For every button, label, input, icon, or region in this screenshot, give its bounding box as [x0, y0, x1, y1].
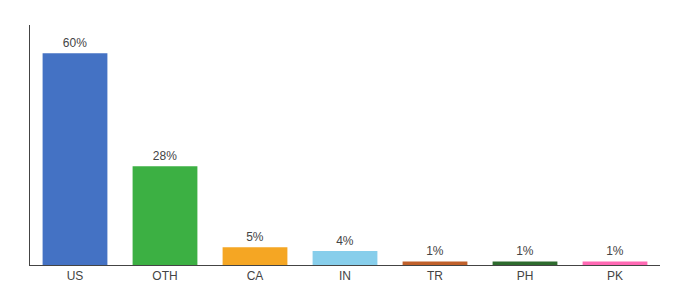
svg-text:TR: TR — [427, 269, 443, 283]
svg-text:5%: 5% — [246, 230, 264, 244]
svg-text:1%: 1% — [606, 244, 624, 258]
svg-text:1%: 1% — [516, 244, 534, 258]
svg-text:PK: PK — [607, 269, 623, 283]
svg-text:4%: 4% — [336, 234, 354, 248]
svg-text:OTH: OTH — [152, 269, 177, 283]
svg-text:1%: 1% — [426, 244, 444, 258]
svg-text:28%: 28% — [153, 149, 177, 163]
svg-text:CA: CA — [247, 269, 264, 283]
svg-text:PH: PH — [517, 269, 534, 283]
svg-text:60%: 60% — [63, 36, 87, 50]
svg-text:US: US — [67, 269, 84, 283]
svg-text:IN: IN — [339, 269, 351, 283]
